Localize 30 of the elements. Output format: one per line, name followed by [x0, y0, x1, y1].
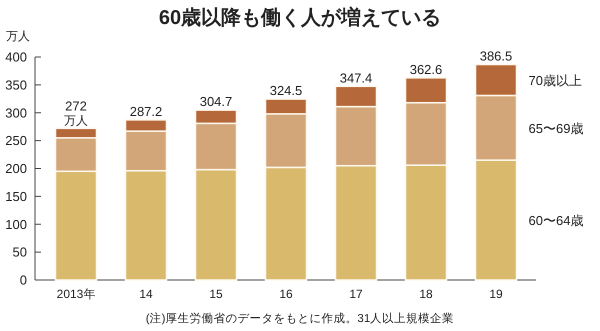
x-tick-label: 15	[209, 287, 223, 301]
y-tick-label: 250	[5, 133, 27, 148]
x-tick-label: 19	[489, 287, 503, 301]
y-tick-label: 0	[20, 272, 27, 288]
x-tick-label: 14	[139, 287, 153, 301]
x-tick-label: 16	[279, 287, 293, 301]
y-tick-label: 350	[5, 77, 27, 92]
total-label: 272	[65, 98, 87, 114]
total-label: 287.2	[130, 104, 162, 119]
total-label: 304.7	[200, 94, 232, 110]
text: (注)厚生労働省のデータをもとに作成。31人以上規模企業	[146, 311, 454, 325]
x-tick-label: 2013年	[56, 287, 96, 301]
total-label: 362.6	[410, 62, 442, 77]
x-tick-label: 17	[349, 287, 363, 301]
y-tick-label: 50	[12, 244, 27, 260]
annotation: 万人	[64, 113, 88, 128]
chart-title: 60歳以降も働く人が増えている	[158, 6, 442, 29]
y-axis-title: 万人	[6, 29, 30, 43]
series-label: 65〜69歳	[528, 120, 584, 136]
y-tick-label: 300	[5, 105, 27, 120]
y-tick-label: 400	[5, 50, 27, 64]
y-tick-label: 150	[5, 188, 27, 204]
series-label: 70歳以上	[528, 72, 582, 88]
series-label: 60〜64歳	[528, 213, 584, 228]
y-tick-label: 100	[5, 216, 27, 232]
total-label: 347.4	[340, 70, 372, 86]
x-tick-label: 18	[419, 287, 433, 301]
total-label: 386.5	[480, 48, 512, 64]
total-label: 324.5	[270, 83, 302, 98]
y-tick-label: 200	[5, 161, 27, 176]
